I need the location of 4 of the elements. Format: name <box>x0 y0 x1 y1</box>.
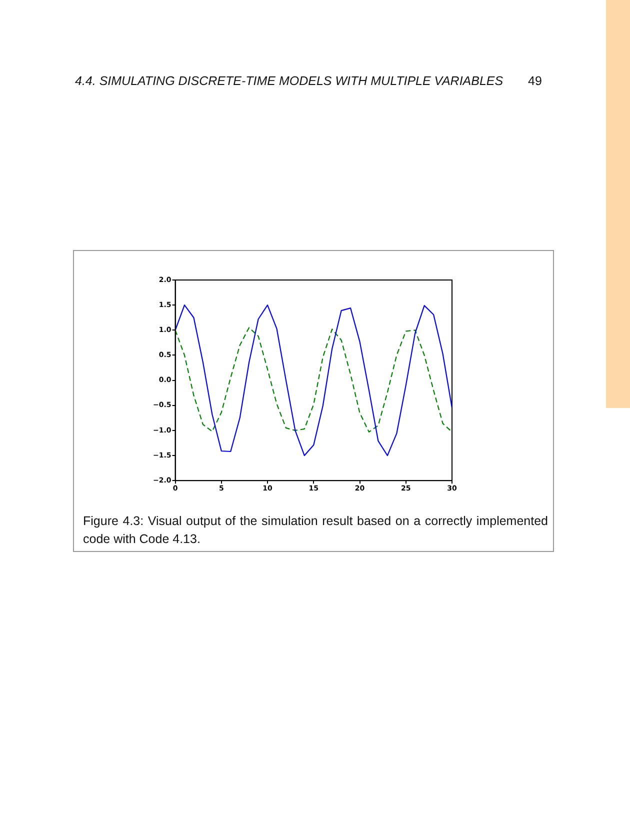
text: 49 <box>528 74 542 88</box>
caption: Figure 4.3: Visual output of the simulation result based on a correctly implemented code with Code 4.13. <box>83 513 548 548</box>
text: 4.4. SIMULATING DISCRETE-TIME MODELS WITH MULTIPLE VARIABLES <box>75 74 504 88</box>
line-series <box>175 327 452 433</box>
